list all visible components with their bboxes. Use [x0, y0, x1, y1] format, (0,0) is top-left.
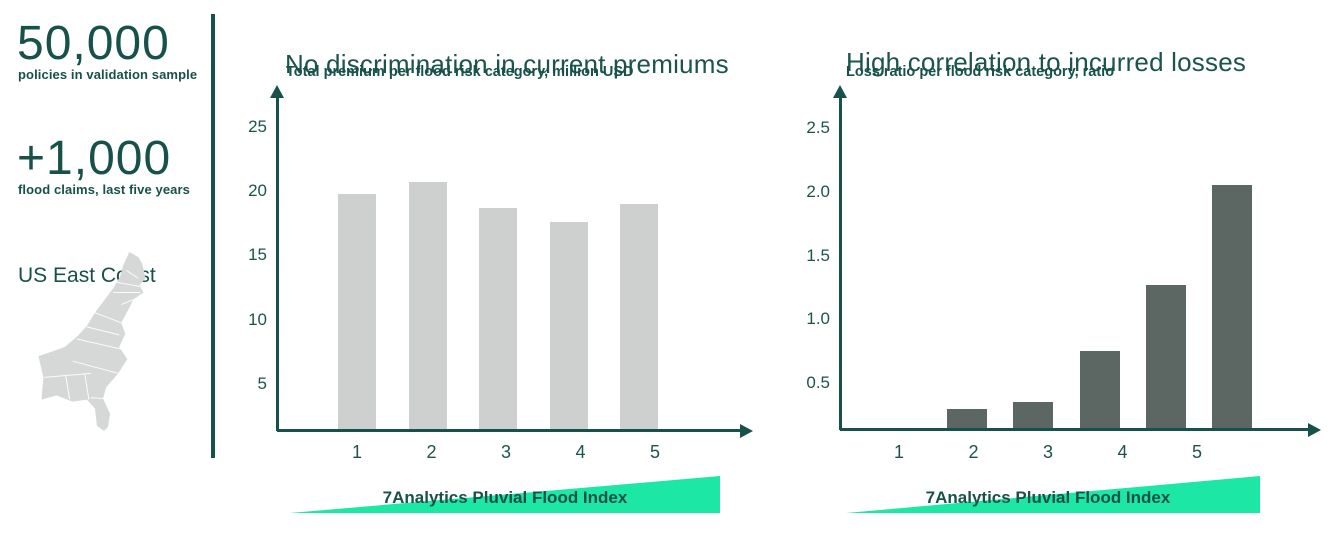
vertical-divider	[211, 14, 215, 458]
x-category-label: 5	[1191, 442, 1202, 462]
bar-category-5	[1212, 185, 1253, 428]
bar-category-5	[620, 203, 658, 429]
y-tick-label: 2.0	[806, 181, 830, 201]
bar-category-3	[479, 207, 517, 429]
map-silhouette	[38, 252, 146, 431]
stat-claims-caption: flood claims, last five years	[18, 182, 190, 197]
stat-claims-value: +1,000	[17, 132, 172, 185]
x-category-label: 4	[1117, 442, 1128, 462]
flood-index-wedge	[290, 476, 720, 513]
bar-category-3	[1079, 351, 1120, 428]
x-category-label: 4	[575, 442, 586, 462]
bar-category-1	[947, 408, 987, 428]
x-category-label: 2	[968, 442, 979, 462]
x-axis-line	[840, 428, 1309, 431]
y-tick-label: 25	[248, 116, 267, 136]
y-axis-arrow	[270, 85, 284, 98]
x-category-label: 5	[649, 442, 660, 462]
wedge-triangle	[290, 476, 720, 513]
y-tick-label: 20	[248, 181, 267, 200]
x-category-label: 3	[1042, 442, 1053, 462]
map-state-borders	[44, 269, 141, 400]
premium-chart-subtitle: Total premium per flood risk category, m…	[286, 64, 634, 80]
y-tick-label: 0.5	[806, 373, 830, 392]
x-axis-arrow	[740, 423, 753, 438]
x-category-label: 2	[426, 442, 437, 462]
y-tick-label: 1.5	[806, 245, 830, 265]
loss-ratio-chart-subtitle: Loss ratio per flood risk category, rati…	[846, 64, 1115, 80]
y-tick-label: 15	[248, 245, 267, 265]
y-axis-line	[839, 97, 842, 430]
bar-category-2	[1013, 402, 1054, 428]
wedge-triangle	[846, 476, 1260, 513]
x-axis-arrow	[1308, 422, 1321, 437]
bar-category-1	[338, 193, 376, 429]
y-tick-label: 1.0	[806, 309, 830, 329]
bar-category-4	[549, 221, 588, 429]
y-tick-label: 5	[257, 373, 267, 393]
flood-index-label: 7Analytics Pluvial Flood Index	[382, 488, 628, 507]
x-category-label: 3	[500, 442, 511, 462]
y-axis-arrow	[833, 85, 847, 98]
x-axis-line	[277, 429, 741, 432]
x-category-label: 1	[893, 442, 904, 462]
y-tick-label: 10	[248, 309, 267, 329]
loss-ratio-chart-title: High correlation to incurred losses	[846, 46, 1247, 77]
flood-index-wedge	[846, 476, 1260, 513]
stat-policies-caption: policies in validation sample	[18, 67, 198, 82]
y-axis-line	[276, 97, 279, 431]
y-tick-label: 2.5	[806, 118, 830, 137]
stat-policies-value: 50,000	[17, 17, 170, 70]
premium-chart-title: No discrimination in current premiums	[285, 48, 729, 79]
flood-index-label: 7Analytics Pluvial Flood Index	[925, 488, 1171, 507]
bar-category-4	[1145, 284, 1186, 428]
bar-category-2	[408, 182, 447, 429]
x-category-label: 1	[351, 442, 362, 462]
us-east-coast-map	[38, 252, 146, 431]
